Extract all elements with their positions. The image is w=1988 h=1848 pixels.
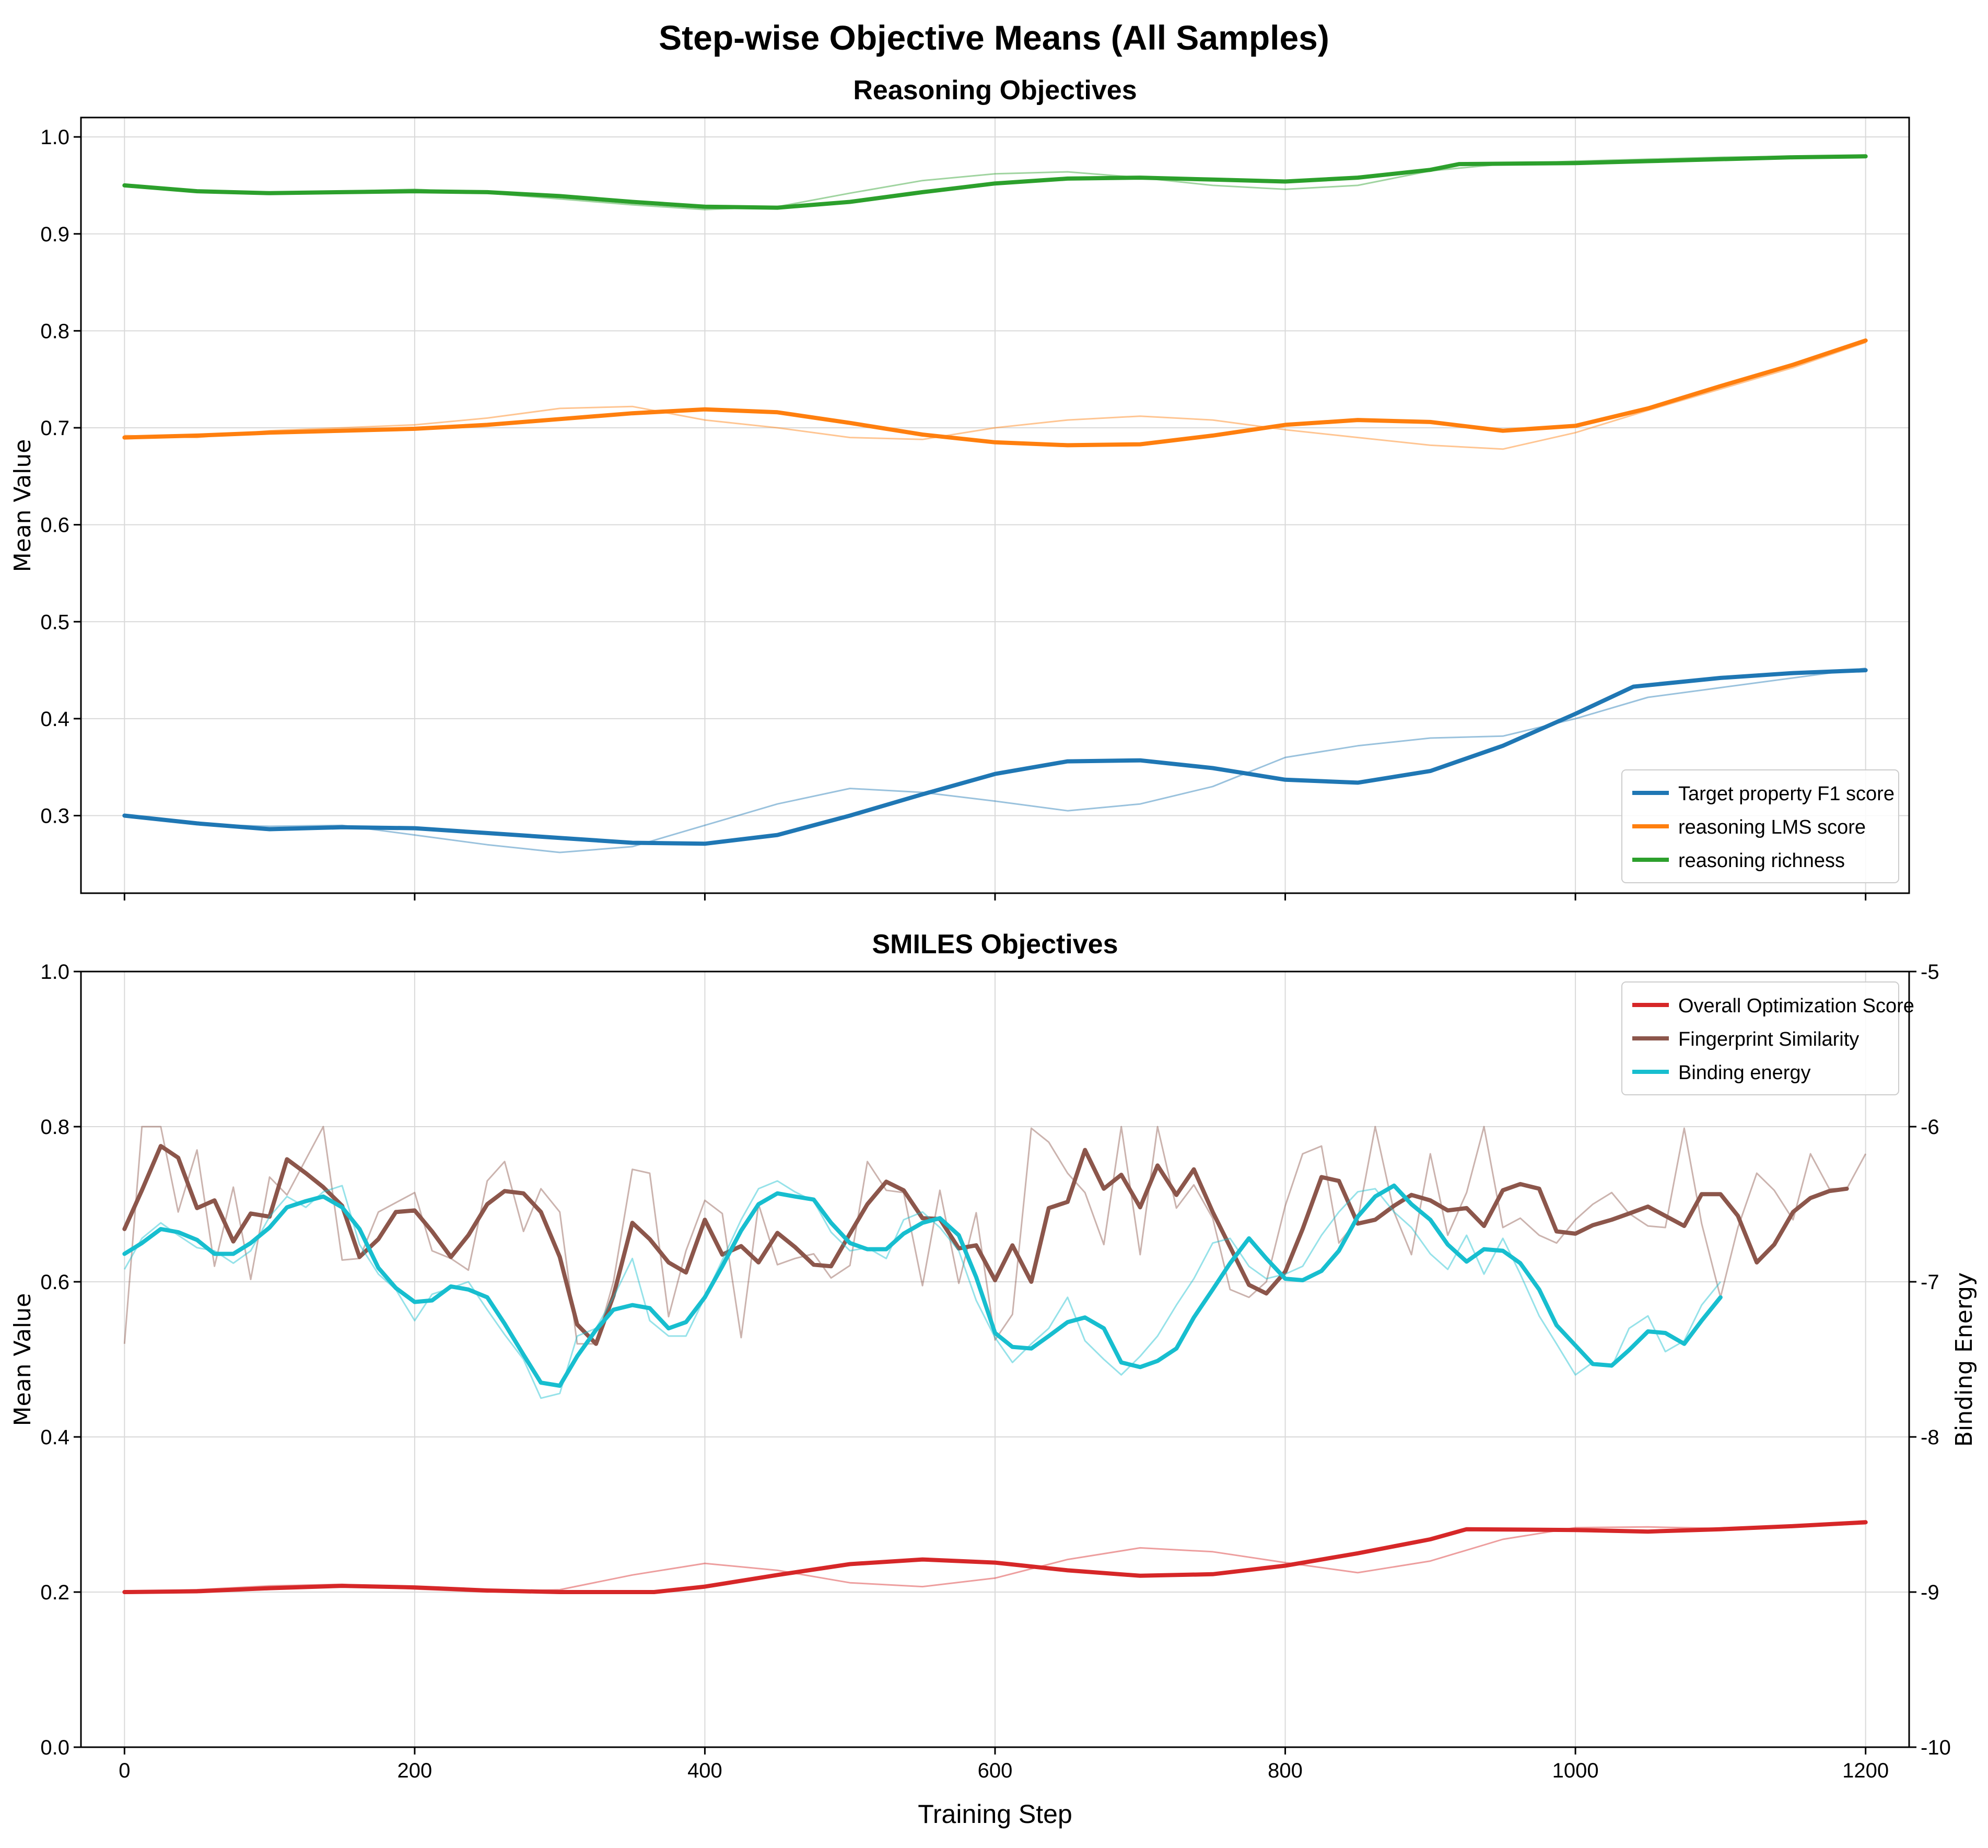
y2-tick-label: -5	[1921, 961, 1939, 984]
legend-label-binding-energy: Binding energy	[1678, 1062, 1811, 1084]
y-tick-label: 0.7	[40, 417, 69, 440]
y2-tick-label: -7	[1921, 1271, 1939, 1294]
legend-box	[1621, 981, 1899, 1095]
reasoning-legend: Target property F1 score reasoning LMS sc…	[1621, 769, 1899, 883]
reasoning-panel: 0.3 0.4 0.5 0.6 0.7 0.8 0.9 1.0 Reasoning Objec…	[9, 75, 1910, 900]
smiles-ticks: 0 200 400 600 800 1000 1200 0.0 0.2 0.4 0.6 0.8 1.0 -…	[40, 961, 1950, 1782]
x-tick-label: 400	[687, 1759, 722, 1782]
series-raw-target-property-f1-score	[124, 667, 1866, 853]
smiles-series-layer	[122, 1126, 1868, 1594]
smiles-x-axis-label: Training Step	[918, 1799, 1072, 1829]
x-tick-label: 800	[1268, 1759, 1303, 1782]
x-tick-label: 0	[119, 1759, 130, 1782]
smiles-y2-axis-label: Binding Energy	[1951, 1272, 1978, 1447]
x-tick-label: 600	[978, 1759, 1013, 1782]
series-line-binding-energy	[122, 1183, 1723, 1388]
y-tick-label: 1.0	[40, 126, 69, 149]
reasoning-series-layer	[122, 154, 1868, 853]
series-line-reasoning-lms-score	[122, 338, 1868, 448]
y2-tick-label: -6	[1921, 1116, 1939, 1139]
reasoning-y-axis-label: Mean Value	[9, 439, 36, 572]
legend-label-reasoning-lms-score: reasoning LMS score	[1678, 816, 1866, 838]
y2-tick-label: -10	[1921, 1736, 1951, 1759]
series-line-fingerprint-similarity	[122, 1144, 1849, 1346]
y-tick-label: 0.6	[40, 1271, 69, 1294]
legend-label-overall-optimization-score: Overall Optimization Score	[1678, 995, 1914, 1017]
series-raw-reasoning-lms-score	[124, 342, 1866, 450]
y-tick-label: 1.0	[40, 961, 69, 984]
y-tick-label: 0.9	[40, 223, 69, 246]
y-tick-label: 0.0	[40, 1736, 69, 1759]
y-tick-label: 0.5	[40, 611, 69, 634]
smiles-panel: 0 200 400 600 800 1000 1200 0.0 0.2 0.4 0.6 0.8 1.0 -…	[9, 929, 1978, 1829]
y-tick-label: 0.8	[40, 320, 69, 343]
smiles-panel-title: SMILES Objectives	[872, 929, 1118, 960]
y-tick-label: 0.2	[40, 1581, 69, 1604]
smiles-legend: Overall Optimization Score Fingerprint Si…	[1621, 981, 1914, 1095]
y-tick-label: 0.6	[40, 514, 69, 537]
legend-label-reasoning-richness: reasoning richness	[1678, 850, 1845, 872]
series-line-overall-optimization-score	[122, 1520, 1868, 1594]
y2-tick-label: -8	[1921, 1426, 1939, 1449]
series-raw-fingerprint-similarity	[123, 1126, 1867, 1345]
y2-tick-label: -9	[1921, 1581, 1939, 1604]
reasoning-panel-title: Reasoning Objectives	[853, 75, 1137, 106]
legend-label-target-property-f1-score: Target property F1 score	[1678, 783, 1895, 805]
y-tick-label: 0.3	[40, 805, 69, 828]
y-tick-label: 0.4	[40, 1426, 69, 1449]
legend-label-fingerprint-similarity: Fingerprint Similarity	[1678, 1028, 1859, 1050]
smiles-y-axis-label: Mean Value	[9, 1293, 36, 1426]
series-line-target-property-f1-score	[122, 668, 1868, 846]
figure-title: Step-wise Objective Means (All Samples)	[659, 18, 1329, 57]
series-line-reasoning-richness	[122, 154, 1868, 210]
reasoning-ticks: 0.3 0.4 0.5 0.6 0.7 0.8 0.9 1.0	[40, 126, 1867, 900]
x-tick-label: 1000	[1552, 1759, 1599, 1782]
y-tick-label: 0.4	[40, 708, 69, 731]
legend-box	[1621, 769, 1899, 883]
x-tick-label: 1200	[1842, 1759, 1889, 1782]
y-tick-label: 0.8	[40, 1116, 69, 1139]
x-tick-label: 200	[397, 1759, 432, 1782]
